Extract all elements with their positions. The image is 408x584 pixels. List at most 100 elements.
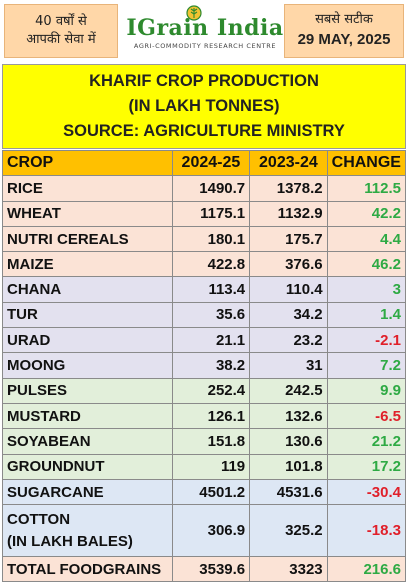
value-2024-25-cell: 1175.1 <box>171 200 251 227</box>
crop-name-cell: COTTON (IN LAKH BALES) <box>2 504 173 558</box>
value-2024-25-cell: 180.1 <box>171 225 251 253</box>
crop-name-cell: URAD <box>2 327 173 354</box>
crop-name-cell: RICE <box>2 175 173 202</box>
table-row: TOTAL FOODGRAINS 3539.6 3323 216.6 <box>2 556 407 583</box>
tagline-left-line2: आपकी सेवा में <box>26 32 96 47</box>
change-cell: 17.2 <box>326 453 407 480</box>
logo-tagline: AGRI-COMMODITY RESEARCH CENTRE <box>133 41 277 50</box>
value-2023-24-cell: 31 <box>249 352 328 379</box>
value-2023-24-cell: 175.7 <box>249 225 328 253</box>
value-2023-24-cell: 132.6 <box>249 402 328 430</box>
value-2024-25-cell: 1490.7 <box>171 175 251 202</box>
crop-name-cell: SOYABEAN <box>2 428 173 455</box>
crop-name-cell: CHANA <box>2 276 173 303</box>
crop-name-cell: MAIZE <box>2 251 173 278</box>
date-badge-hindi: सबसे सटीक <box>315 12 373 27</box>
crop-name-cell: WHEAT <box>2 200 173 227</box>
change-cell: -30.4 <box>326 478 407 506</box>
table-row: MUSTARD 126.1 132.6 -6.5 <box>2 402 407 430</box>
crop-name-cell: PULSES <box>2 377 173 404</box>
value-2024-25-cell: 422.8 <box>171 251 251 278</box>
table-row: MAIZE 422.8 376.6 46.2 <box>2 251 407 278</box>
report-date: 29 MAY, 2025 <box>297 31 391 48</box>
table-row: GROUNDNUT 119 101.8 17.2 <box>2 453 407 480</box>
crop-name-cell: MOONG <box>2 352 173 379</box>
crop-name-cell: SUGARCANE <box>2 478 173 506</box>
value-2023-24-cell: 23.2 <box>249 327 328 354</box>
value-2024-25-cell: 3539.6 <box>171 556 251 583</box>
table-header-row: CROP 2024-25 2023-24 CHANGE <box>2 149 407 177</box>
change-cell: -6.5 <box>326 402 407 430</box>
column-header-crop: CROP <box>2 149 173 177</box>
table-row: PULSES 252.4 242.5 9.9 <box>2 377 407 404</box>
table-row: SOYABEAN 151.8 130.6 21.2 <box>2 428 407 455</box>
value-2023-24-cell: 242.5 <box>249 377 328 404</box>
crop-name-cell: TUR <box>2 301 173 329</box>
value-2024-25-cell: 21.1 <box>171 327 251 354</box>
value-2023-24-cell: 34.2 <box>249 301 328 329</box>
table-row: URAD 21.1 23.2 -2.1 <box>2 327 407 354</box>
table-row: SUGARCANE 4501.2 4531.6 -30.4 <box>2 478 407 506</box>
tagline-left-line1: 40 वर्षों से <box>35 14 87 29</box>
change-cell: 3 <box>326 276 407 303</box>
report-title: KHARIF CROP PRODUCTION (IN LAKH TONNES) … <box>2 64 406 149</box>
value-2024-25-cell: 113.4 <box>171 276 251 303</box>
table-row: RICE 1490.7 1378.2 112.5 <box>2 175 407 202</box>
change-cell: 216.6 <box>326 556 407 583</box>
change-cell: -18.3 <box>326 504 407 558</box>
change-cell: 112.5 <box>326 175 407 202</box>
value-2024-25-cell: 151.8 <box>171 428 251 455</box>
table-row: CHANA 113.4 110.4 3 <box>2 276 407 303</box>
change-cell: 1.4 <box>326 301 407 329</box>
crop-name-cell: MUSTARD <box>2 402 173 430</box>
table-row: WHEAT 1175.1 1132.9 42.2 <box>2 200 407 227</box>
crop-production-table: CROP 2024-25 2023-24 CHANGE RICE 1490.7 13… <box>2 149 407 583</box>
change-cell: 42.2 <box>326 200 407 227</box>
table-row: NUTRI CEREALS 180.1 175.7 4.4 <box>2 225 407 253</box>
table-row: MOONG 38.2 31 7.2 <box>2 352 407 379</box>
value-2024-25-cell: 306.9 <box>171 504 251 558</box>
value-2023-24-cell: 4531.6 <box>249 478 328 506</box>
crop-name-cell: GROUNDNUT <box>2 453 173 480</box>
value-2023-24-cell: 101.8 <box>249 453 328 480</box>
change-cell: 9.9 <box>326 377 407 404</box>
change-cell: 46.2 <box>326 251 407 278</box>
logo-wordmark: IGrain India <box>126 4 284 41</box>
value-2023-24-cell: 1378.2 <box>249 175 328 202</box>
column-header-2023-24: 2023-24 <box>249 149 328 177</box>
column-header-change: CHANGE <box>326 149 407 177</box>
header-bar: 40 वर्षों से आपकी सेवा में IGrain India … <box>0 0 408 64</box>
value-2023-24-cell: 325.2 <box>249 504 328 558</box>
crop-name-cell: TOTAL FOODGRAINS <box>2 556 173 583</box>
title-line-3: SOURCE: AGRICULTURE MINISTRY <box>63 122 345 140</box>
value-2023-24-cell: 130.6 <box>249 428 328 455</box>
value-2023-24-cell: 1132.9 <box>249 200 328 227</box>
crop-name-line2: (IN LAKH BALES) <box>7 532 133 550</box>
tagline-badge-left: 40 वर्षों से आपकी सेवा में <box>4 4 118 58</box>
value-2024-25-cell: 126.1 <box>171 402 251 430</box>
grain-icon <box>186 1 202 27</box>
table-body: RICE 1490.7 1378.2 112.5 WHEAT 1175.1 1132.9 42… <box>2 175 407 583</box>
crop-name-line1: COTTON <box>7 510 71 528</box>
change-cell: 7.2 <box>326 352 407 379</box>
crop-name-cell: NUTRI CEREALS <box>2 225 173 253</box>
value-2023-24-cell: 110.4 <box>249 276 328 303</box>
change-cell: 4.4 <box>326 225 407 253</box>
value-2024-25-cell: 252.4 <box>171 377 251 404</box>
table-row: TUR 35.6 34.2 1.4 <box>2 301 407 329</box>
logo-name: IGrain India <box>126 14 284 41</box>
igrain-logo: IGrain India AGRI-COMMODITY RESEARCH CEN… <box>126 2 284 62</box>
value-2023-24-cell: 3323 <box>249 556 328 583</box>
value-2023-24-cell: 376.6 <box>249 251 328 278</box>
table-row: COTTON (IN LAKH BALES) 306.9 325.2 -18.3 <box>2 504 407 558</box>
value-2024-25-cell: 38.2 <box>171 352 251 379</box>
value-2024-25-cell: 119 <box>171 453 251 480</box>
title-line-1: KHARIF CROP PRODUCTION <box>89 72 319 90</box>
date-badge: सबसे सटीक 29 MAY, 2025 <box>284 4 404 58</box>
change-cell: 21.2 <box>326 428 407 455</box>
change-cell: -2.1 <box>326 327 407 354</box>
column-header-2024-25: 2024-25 <box>171 149 251 177</box>
value-2024-25-cell: 4501.2 <box>171 478 251 506</box>
value-2024-25-cell: 35.6 <box>171 301 251 329</box>
